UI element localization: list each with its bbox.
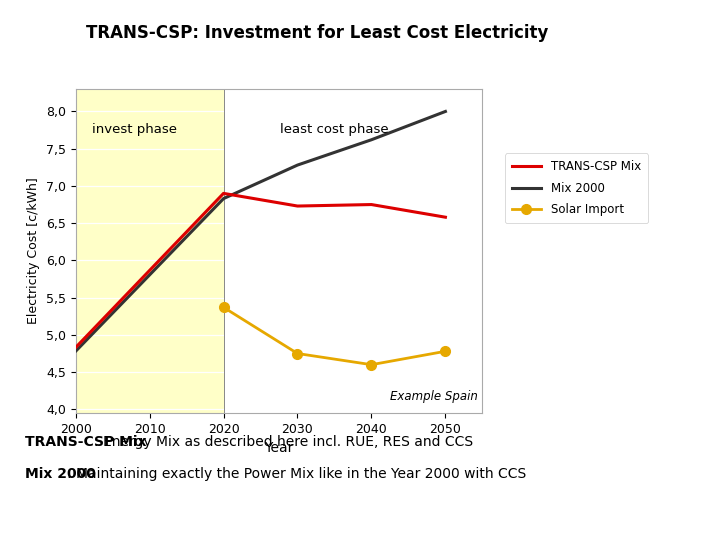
TRANS-CSP Mix xyxy=(441,214,450,220)
Y-axis label: Electricity Cost [c/kWh]: Electricity Cost [c/kWh] xyxy=(27,178,40,325)
Solar Import xyxy=(367,361,376,368)
TRANS-CSP Mix xyxy=(71,345,80,351)
Text: : Maintaining exactly the Power Mix like in the Year 2000 with CCS: : Maintaining exactly the Power Mix like… xyxy=(67,467,526,481)
Mix 2000 xyxy=(441,108,450,114)
X-axis label: Year: Year xyxy=(264,441,294,455)
Legend: TRANS-CSP Mix, Mix 2000, Solar Import: TRANS-CSP Mix, Mix 2000, Solar Import xyxy=(505,153,648,223)
Text: least cost phase: least cost phase xyxy=(280,123,389,136)
Mix 2000 xyxy=(367,137,376,143)
Mix 2000 xyxy=(219,195,228,202)
TRANS-CSP Mix xyxy=(219,190,228,197)
Bar xyxy=(76,89,223,413)
TRANS-CSP Mix xyxy=(293,203,302,210)
Line: TRANS-CSP Mix: TRANS-CSP Mix xyxy=(76,193,446,348)
Text: invest phase: invest phase xyxy=(92,123,177,136)
Line: Mix 2000: Mix 2000 xyxy=(76,111,446,352)
Line: Solar Import: Solar Import xyxy=(219,302,450,369)
Text: TRANS-CSP Mix: TRANS-CSP Mix xyxy=(25,435,147,449)
Mix 2000 xyxy=(71,348,80,355)
Text: Mix 2000: Mix 2000 xyxy=(25,467,96,481)
Mix 2000 xyxy=(293,162,302,168)
TRANS-CSP Mix xyxy=(367,201,376,208)
Text: TRANS-CSP: Investment for Least Cost Electricity: TRANS-CSP: Investment for Least Cost Ele… xyxy=(86,24,548,42)
Solar Import xyxy=(441,348,450,355)
Solar Import xyxy=(293,350,302,357)
Text: : Energy Mix as described here incl. RUE, RES and CCS: : Energy Mix as described here incl. RUE… xyxy=(94,435,472,449)
Solar Import xyxy=(219,304,228,310)
Text: Example Spain: Example Spain xyxy=(390,390,478,403)
